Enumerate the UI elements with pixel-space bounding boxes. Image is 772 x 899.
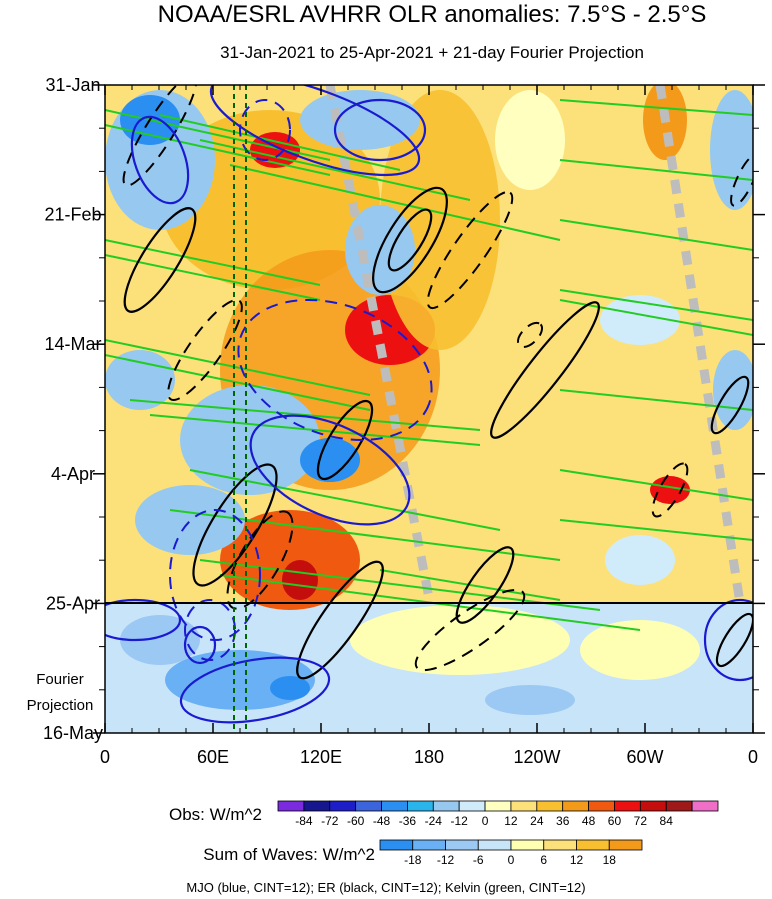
obs-legend-level: -72 — [321, 814, 339, 828]
waves-legend-swatch — [576, 839, 610, 851]
axes: 0 60E 120E 180 120W 60W 0 31-Jan 21-Feb 14-Mar 4-A… — [43, 75, 765, 767]
obs-legend-swatch — [588, 800, 615, 812]
obs-legend-level: 24 — [530, 814, 544, 828]
waves-legend-level: -6 — [473, 853, 484, 867]
y-tick-label: 4-Apr — [51, 464, 95, 484]
obs-legend-label: Obs: W/m^2 — [169, 805, 262, 824]
er-contours-negative — [122, 85, 753, 672]
obs-legend-swatch — [329, 800, 357, 812]
obs-legend-level: 0 — [482, 814, 489, 828]
obs-legend-swatch — [510, 800, 538, 812]
waves-legend-swatch — [543, 839, 577, 851]
obs-legend-level: 12 — [504, 814, 518, 828]
waves-legend-swatch — [510, 839, 545, 851]
x-tick-label: 120E — [300, 747, 342, 767]
kelvin-contours — [105, 99, 753, 631]
waves-legend-level: 0 — [508, 853, 515, 867]
obs-legend-level: -84 — [295, 814, 313, 828]
obs-legend-level: 48 — [582, 814, 596, 828]
contour-layer — [105, 85, 753, 733]
y-tick-label: 31-Jan — [45, 75, 100, 95]
projection-label-line2: Projection — [27, 697, 94, 714]
x-tick-label: 0 — [748, 747, 758, 767]
obs-legend-level: 84 — [660, 814, 674, 828]
obs-cool-shading — [105, 90, 753, 585]
obs-legend-level: -48 — [373, 814, 391, 828]
x-tick-label: 60E — [197, 747, 229, 767]
waves-legend-swatch — [477, 839, 512, 851]
obs-legend-level: -60 — [347, 814, 365, 828]
waves-legend-level: 18 — [603, 853, 617, 867]
obs-legend-level: -24 — [425, 814, 443, 828]
obs-legend-swatch — [355, 800, 382, 812]
obs-legend-swatch — [639, 800, 667, 812]
waves-legend-swatch — [445, 839, 479, 851]
obs-legend-level: -12 — [451, 814, 469, 828]
y-tick-label: 25-Apr — [46, 593, 100, 613]
waves-legend: -18 -12 -6 0 6 12 18 — [379, 839, 643, 867]
x-tick-label: 60W — [626, 747, 663, 767]
mjo-contours-negative — [169, 99, 433, 661]
y-tick-label: 16-May — [43, 723, 103, 743]
projection-shading — [120, 605, 700, 715]
obs-legend-swatch — [665, 800, 693, 812]
reference-lines — [233, 85, 247, 733]
waves-legend-level: -12 — [437, 853, 455, 867]
waves-legend-level: 12 — [570, 853, 584, 867]
obs-legend-swatch — [432, 800, 460, 812]
obs-legend-level: 36 — [556, 814, 570, 828]
waves-legend-label: Sum of Waves: W/m^2 — [203, 845, 375, 864]
obs-legend-swatch — [562, 800, 589, 812]
obs-legend-swatch — [691, 800, 719, 812]
mjo-contours — [105, 85, 753, 724]
obs-legend-level: 60 — [608, 814, 622, 828]
chart-subtitle: 31-Jan-2021 to 25-Apr-2021 + 21-day Four… — [220, 43, 644, 62]
x-tick-label: 180 — [414, 747, 444, 767]
waves-legend-swatch — [412, 839, 446, 851]
obs-legend-swatch — [303, 800, 331, 812]
projection-label-line1: Fourier — [36, 671, 84, 688]
obs-legend-swatch — [407, 800, 434, 812]
obs-legend-swatch — [381, 800, 408, 812]
obs-legend-level: -36 — [399, 814, 417, 828]
waves-legend-level: -18 — [404, 853, 422, 867]
obs-legend-swatch — [277, 800, 305, 812]
obs-legend-swatch — [458, 800, 486, 812]
contour-note: MJO (blue, CINT=12); ER (black, CINT=12)… — [186, 880, 585, 895]
obs-legend: -84 -72 -60 -48 -36 -24 -12 0 12 24 36 48 60 72 84 — [277, 800, 719, 828]
obs-legend-swatch — [614, 800, 641, 812]
y-tick-label: 21-Feb — [44, 205, 101, 225]
obs-legend-level: 72 — [634, 814, 648, 828]
waves-legend-swatch — [379, 839, 414, 851]
y-tick-label: 14-Mar — [44, 334, 101, 354]
er-contours — [123, 186, 753, 680]
x-tick-label: 0 — [100, 747, 110, 767]
missing-data-stripes — [325, 85, 745, 604]
chart-title: NOAA/ESRL AVHRR OLR anomalies: 7.5°S - 2… — [158, 1, 707, 28]
x-tick-label: 120W — [513, 747, 560, 767]
obs-legend-swatch — [536, 800, 564, 812]
obs-legend-swatch — [484, 800, 512, 812]
waves-legend-level: 6 — [540, 853, 547, 867]
waves-legend-swatch — [608, 839, 643, 851]
